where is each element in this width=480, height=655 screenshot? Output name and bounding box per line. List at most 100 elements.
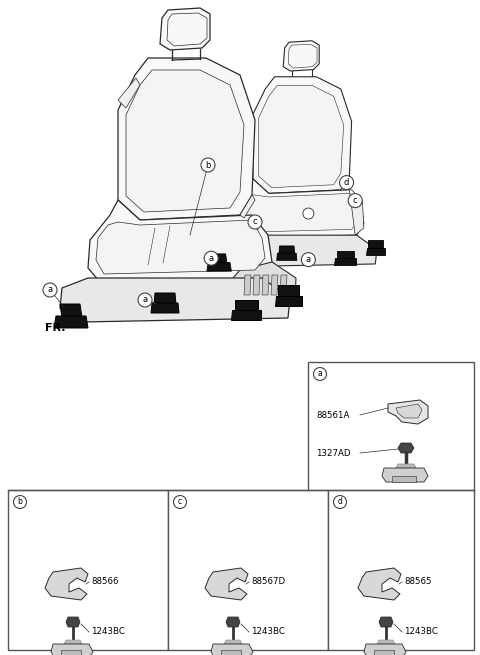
Polygon shape bbox=[160, 8, 210, 50]
Text: 1243BC: 1243BC bbox=[404, 627, 438, 637]
Polygon shape bbox=[283, 41, 319, 71]
Polygon shape bbox=[278, 285, 299, 298]
Polygon shape bbox=[366, 248, 385, 255]
Polygon shape bbox=[382, 468, 428, 482]
Polygon shape bbox=[154, 293, 176, 305]
Circle shape bbox=[303, 208, 314, 219]
Polygon shape bbox=[271, 275, 278, 295]
Polygon shape bbox=[66, 617, 80, 627]
Circle shape bbox=[201, 158, 215, 172]
Polygon shape bbox=[280, 275, 287, 295]
Polygon shape bbox=[151, 303, 179, 313]
Polygon shape bbox=[364, 644, 406, 655]
Polygon shape bbox=[341, 176, 351, 192]
Polygon shape bbox=[64, 640, 82, 644]
Text: a: a bbox=[306, 255, 311, 264]
Circle shape bbox=[313, 367, 326, 381]
Polygon shape bbox=[259, 85, 344, 187]
Text: a: a bbox=[143, 295, 147, 305]
Text: a: a bbox=[318, 369, 323, 379]
Polygon shape bbox=[244, 275, 251, 295]
Circle shape bbox=[43, 283, 57, 297]
Polygon shape bbox=[235, 300, 258, 312]
Polygon shape bbox=[392, 476, 416, 482]
Circle shape bbox=[173, 495, 187, 508]
Text: 88567D: 88567D bbox=[251, 578, 285, 586]
Circle shape bbox=[339, 176, 354, 189]
Polygon shape bbox=[237, 193, 359, 233]
Polygon shape bbox=[226, 617, 240, 627]
Circle shape bbox=[248, 215, 262, 229]
Polygon shape bbox=[218, 262, 296, 308]
Circle shape bbox=[334, 495, 347, 508]
Polygon shape bbox=[377, 640, 395, 644]
Polygon shape bbox=[211, 644, 253, 655]
Polygon shape bbox=[51, 644, 93, 655]
Circle shape bbox=[138, 293, 152, 307]
Polygon shape bbox=[88, 200, 272, 282]
Circle shape bbox=[13, 495, 26, 508]
Polygon shape bbox=[276, 253, 297, 260]
Text: c: c bbox=[252, 217, 257, 227]
Polygon shape bbox=[60, 304, 82, 318]
Text: 1243BC: 1243BC bbox=[251, 627, 285, 637]
Text: 1243BC: 1243BC bbox=[91, 627, 125, 637]
FancyBboxPatch shape bbox=[308, 362, 474, 492]
Text: FR.: FR. bbox=[45, 323, 65, 333]
Polygon shape bbox=[374, 650, 394, 655]
Polygon shape bbox=[396, 404, 422, 418]
Polygon shape bbox=[337, 251, 354, 259]
Polygon shape bbox=[253, 77, 351, 193]
Circle shape bbox=[301, 253, 315, 267]
Polygon shape bbox=[118, 58, 255, 220]
Polygon shape bbox=[368, 240, 383, 250]
Polygon shape bbox=[358, 568, 401, 600]
Text: 88561A: 88561A bbox=[316, 411, 349, 419]
Text: b: b bbox=[205, 160, 211, 170]
Polygon shape bbox=[396, 464, 416, 468]
Text: d: d bbox=[344, 178, 349, 187]
Polygon shape bbox=[207, 263, 231, 271]
Text: d: d bbox=[337, 498, 342, 506]
Polygon shape bbox=[54, 316, 88, 328]
Polygon shape bbox=[126, 70, 244, 212]
Circle shape bbox=[204, 252, 218, 265]
Polygon shape bbox=[231, 179, 364, 238]
FancyBboxPatch shape bbox=[8, 490, 168, 650]
Polygon shape bbox=[279, 246, 295, 255]
Text: 88565: 88565 bbox=[404, 578, 432, 586]
Polygon shape bbox=[398, 443, 414, 453]
Text: c: c bbox=[178, 498, 182, 506]
Circle shape bbox=[348, 194, 362, 208]
Polygon shape bbox=[240, 195, 255, 218]
Polygon shape bbox=[221, 650, 241, 655]
Polygon shape bbox=[45, 568, 88, 600]
Polygon shape bbox=[61, 650, 81, 655]
Text: b: b bbox=[18, 498, 23, 506]
Polygon shape bbox=[262, 275, 269, 295]
Polygon shape bbox=[167, 13, 207, 46]
Text: c: c bbox=[353, 196, 358, 205]
Text: 1327AD: 1327AD bbox=[316, 449, 350, 457]
Text: a: a bbox=[209, 253, 214, 263]
Polygon shape bbox=[211, 254, 227, 264]
Polygon shape bbox=[379, 617, 393, 627]
Polygon shape bbox=[96, 220, 265, 274]
Text: a: a bbox=[48, 286, 53, 295]
FancyBboxPatch shape bbox=[168, 490, 328, 650]
Polygon shape bbox=[334, 258, 356, 265]
Polygon shape bbox=[118, 78, 140, 108]
Polygon shape bbox=[60, 278, 290, 322]
Text: 88566: 88566 bbox=[91, 578, 119, 586]
Polygon shape bbox=[231, 310, 261, 320]
Polygon shape bbox=[211, 235, 377, 267]
Polygon shape bbox=[275, 296, 302, 306]
Polygon shape bbox=[224, 640, 242, 644]
Polygon shape bbox=[388, 400, 428, 424]
Polygon shape bbox=[288, 45, 317, 68]
Polygon shape bbox=[72, 316, 84, 328]
Polygon shape bbox=[349, 190, 364, 235]
FancyBboxPatch shape bbox=[328, 490, 474, 650]
Polygon shape bbox=[205, 568, 248, 600]
Polygon shape bbox=[253, 275, 260, 295]
